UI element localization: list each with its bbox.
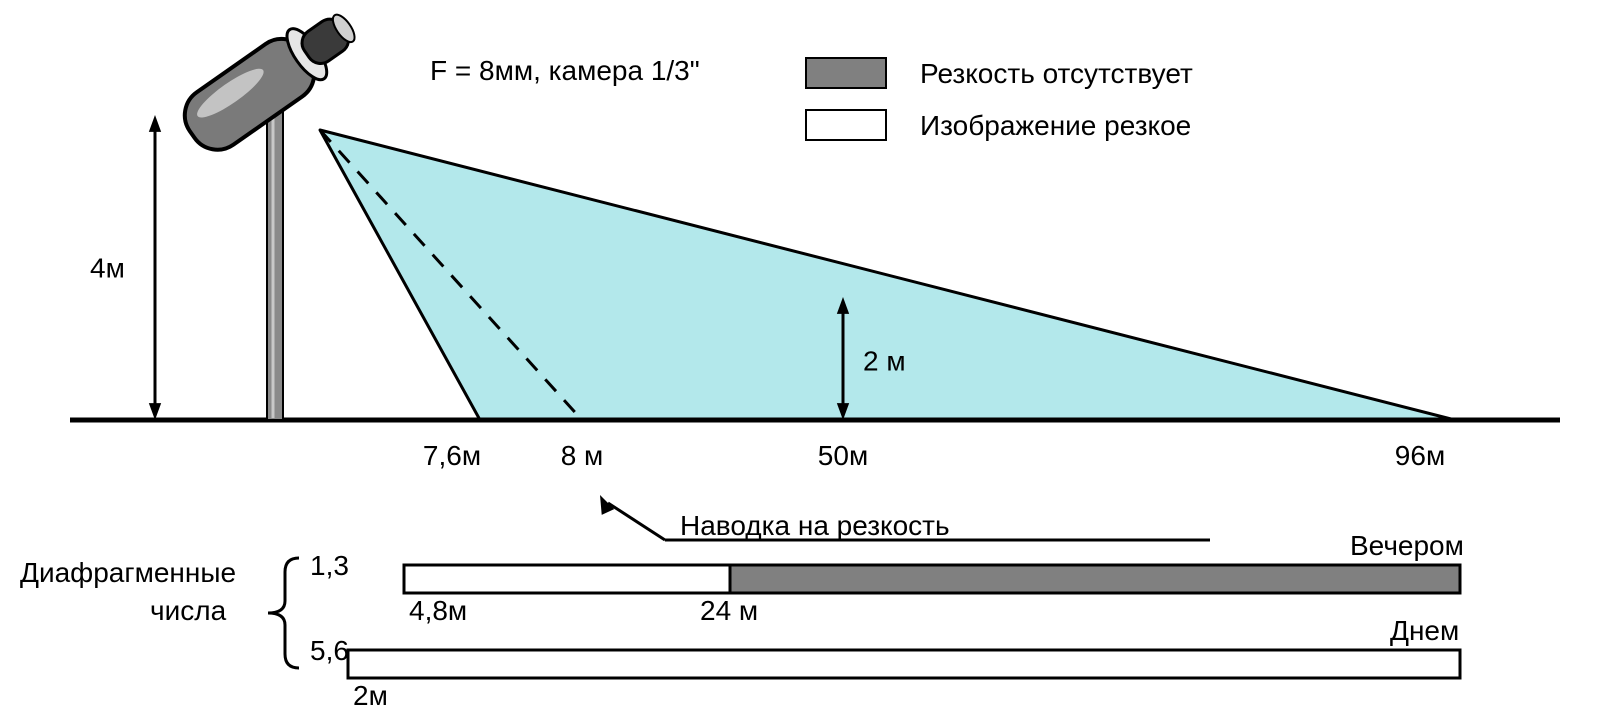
bar2-start-label: 2м	[353, 680, 388, 711]
dist-7-6: 7,6м	[423, 440, 481, 471]
label-2m: 2 м	[863, 346, 906, 377]
focus-note: Наводка на резкость	[680, 510, 950, 541]
aperture-1-3: 1,3	[310, 550, 349, 581]
bar1-start-label: 4,8м	[409, 595, 467, 626]
legend-label-gray: Резкость отсутствует	[920, 58, 1193, 89]
legend-swatch-white	[806, 110, 886, 140]
aperture-5-6: 5,6	[310, 635, 349, 666]
bar1-split-label: 24 м	[700, 595, 758, 626]
dist-8: 8 м	[561, 440, 604, 471]
label-4m: 4м	[90, 253, 125, 284]
label-day: Днем	[1390, 615, 1459, 646]
dist-96: 96м	[1395, 440, 1445, 471]
legend-label-white: Изображение резкое	[920, 110, 1191, 141]
spec-text: F = 8мм, камера 1/3"	[430, 55, 700, 86]
camera-pole	[267, 105, 283, 420]
aperture-title-1: Диафрагменные	[20, 557, 236, 588]
dist-50: 50м	[818, 440, 868, 471]
legend-swatch-gray	[806, 58, 886, 88]
dof-bar-1-gray	[730, 565, 1460, 593]
aperture-title-2: числа	[150, 595, 227, 626]
label-evening: Вечером	[1350, 530, 1464, 561]
dof-bar-2	[348, 650, 1460, 678]
